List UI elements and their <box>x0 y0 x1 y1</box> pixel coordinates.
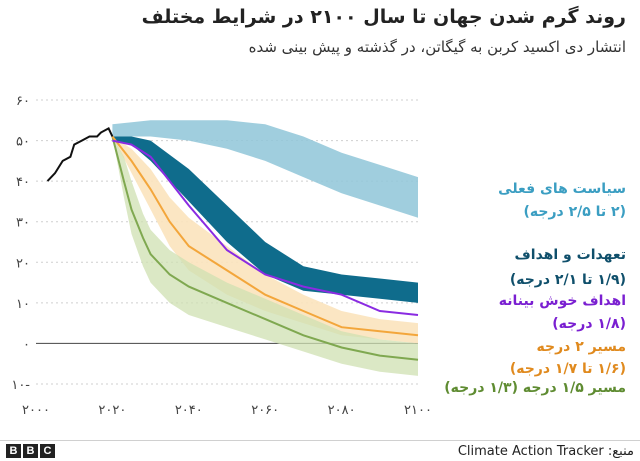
source-note: Climate Action Tracker :منبع <box>457 444 634 459</box>
series-label: اهداف خوش بینانه <box>499 293 626 309</box>
x-tick-label: ۲۰۸۰ <box>328 403 356 418</box>
path-15c-line <box>111 136 419 361</box>
x-tick-label: ۲۰۰۰ <box>22 403 50 418</box>
band-layer <box>112 120 419 376</box>
series-sublabel: (۱/۶ تا ۱/۷ درجه) <box>510 361 626 377</box>
y-tick-label: ۲۰ <box>16 256 30 271</box>
path-2c-line <box>111 135 419 337</box>
series-label: سیاست های فعلی <box>498 181 626 197</box>
y-tick-label: ۵۰ <box>16 135 30 150</box>
chart-subtitle: انتشار دی اکسید کربن به گیگاتن، در گذشته… <box>248 38 626 56</box>
tick-layer: ۶۰ ۵۰ ۴۰ ۳۰ ۲۰ ۱۰ ۰ ۱۰- ۲۰۰۰ ۲۰۲۰ ۲۰۴۰ ۲۰۶۰ ۲۰۸۰ ۲۱۰۰ <box>11 94 432 418</box>
series-label: مسیر ۱/۵ درجه (۱/۳ درجه) <box>444 380 626 396</box>
chart-title: روند گرم شدن جهان تا سال ۲۱۰۰ در شرایط م… <box>141 6 626 28</box>
bbc-logo-letter-b1: B <box>6 444 21 458</box>
x-tick-label: ۲۰۶۰ <box>251 403 279 418</box>
y-tick-label: ۳۰ <box>16 216 30 231</box>
y-tick-label: ۴۰ <box>16 175 30 190</box>
series-sublabel: (۱/۸ درجه) <box>552 316 626 332</box>
line-layer <box>46 127 419 361</box>
x-tick-label: ۲۱۰۰ <box>404 403 432 418</box>
optimistic-targets-line <box>112 139 419 316</box>
series-label-layer: سیاست های فعلی (۲ تا ۲/۵ درجه) تعهدات و اه… <box>444 181 626 396</box>
pledges-band <box>112 136 419 303</box>
x-tick-label: ۲۰۴۰ <box>175 403 203 418</box>
bbc-logo: B B C <box>6 444 55 458</box>
footer-divider <box>0 440 640 441</box>
bbc-logo-letter-c: C <box>40 444 55 458</box>
current-policies-band <box>112 120 419 218</box>
series-label: تعهدات و اهداف <box>515 247 626 263</box>
y-tick-label: ۰ <box>23 337 30 352</box>
x-tick-label: ۲۰۲۰ <box>98 403 126 418</box>
y-tick-label: ۶۰ <box>16 94 30 109</box>
path-15c-band <box>112 136 419 376</box>
bbc-logo-letter-b2: B <box>23 444 38 458</box>
historical-emissions-line <box>46 127 114 182</box>
series-sublabel: (۲ تا ۲/۵ درجه) <box>523 204 626 220</box>
emissions-chart: ۶۰ ۵۰ ۴۰ ۳۰ ۲۰ ۱۰ ۰ ۱۰- ۲۰۰۰ ۲۰۲۰ ۲۰۴۰ ۲۰۶۰ ۲۰۸۰ ۲۱۰۰… <box>11 94 626 418</box>
series-sublabel: (۱/۹ تا ۲/۱ درجه) <box>510 272 626 288</box>
y-tick-label: ۱۰ <box>16 297 30 312</box>
y-tick-label: ۱۰- <box>11 378 30 393</box>
series-label: مسیر ۲ درجه <box>537 339 626 355</box>
